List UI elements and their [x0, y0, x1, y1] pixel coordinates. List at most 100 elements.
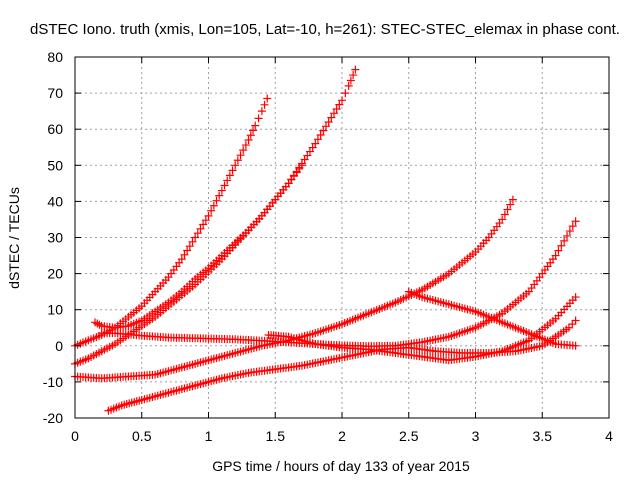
interp-point	[193, 229, 202, 238]
data-point	[508, 195, 517, 204]
interp-point	[209, 201, 218, 210]
x-tick-label: 0	[71, 428, 79, 444]
interp-point	[557, 241, 566, 250]
y-tick-label: 10	[47, 302, 63, 318]
y-tick-label: 40	[47, 193, 63, 209]
interp-point	[246, 131, 255, 140]
interp-point	[321, 122, 330, 131]
series-arc-8	[404, 287, 580, 350]
data-point	[204, 211, 213, 220]
data-point	[311, 139, 320, 148]
interp-point	[196, 224, 205, 233]
series-arc-2	[71, 65, 360, 368]
series-arc-3	[91, 161, 306, 332]
data-point	[571, 217, 580, 226]
series-arc-1	[71, 94, 272, 350]
data-point	[564, 323, 573, 332]
x-tick-label: 1	[205, 428, 213, 444]
interp-point	[225, 171, 234, 180]
interp-point	[183, 246, 192, 255]
interp-point	[233, 156, 242, 165]
interp-point	[188, 237, 197, 246]
axis-ticks: 0 0.5 1 1.5 2 2.5 3 3.5 4 -20 -10 0 10 20 30 40 50 60 70 80	[43, 49, 613, 444]
y-axis-label: dSTEC / TECUs	[6, 187, 22, 289]
interp-point	[346, 76, 355, 85]
interp-point	[568, 320, 577, 329]
y-tick-label: 50	[47, 157, 63, 173]
data-point	[324, 117, 333, 126]
interp-point	[335, 100, 344, 109]
data-point	[191, 233, 200, 242]
y-tick-label: 0	[55, 338, 63, 354]
interp-point	[319, 126, 328, 135]
interp-point	[560, 236, 569, 245]
interp-point	[316, 130, 325, 139]
data-point	[217, 186, 226, 195]
interp-point	[568, 222, 577, 231]
interp-point	[260, 100, 269, 109]
interp-point	[563, 231, 572, 240]
series-arc-7	[264, 293, 580, 365]
interp-point	[313, 135, 322, 144]
interp-point	[332, 104, 341, 113]
x-tick-label: 2	[338, 428, 346, 444]
series-arc-5	[71, 195, 517, 383]
data-point	[351, 65, 360, 74]
interp-point	[565, 227, 574, 236]
data-point	[251, 121, 260, 130]
data-point	[571, 293, 580, 302]
data-point	[244, 136, 253, 145]
interp-point	[223, 176, 232, 185]
interp-point	[212, 196, 221, 205]
interp-point	[215, 191, 224, 200]
interp-point	[341, 89, 350, 98]
interp-point	[254, 114, 263, 123]
interp-point	[500, 210, 509, 219]
interp-point	[199, 220, 208, 229]
interp-point	[327, 113, 336, 122]
data-point	[571, 341, 580, 350]
y-tick-label: 80	[47, 49, 63, 65]
data-point	[231, 161, 240, 170]
interp-point	[201, 216, 210, 225]
x-tick-label: 0.5	[132, 428, 152, 444]
x-tick-label: 4	[605, 428, 613, 444]
data-point	[263, 94, 272, 103]
data-point	[257, 107, 266, 116]
x-axis-label: GPS time / hours of day 133 of year 2015	[212, 458, 470, 474]
data-point	[498, 215, 507, 224]
interp-point	[349, 71, 358, 80]
interp-point	[506, 200, 515, 209]
interp-point	[228, 166, 237, 175]
x-tick-label: 2.5	[399, 428, 419, 444]
chart-title: dSTEC Iono. truth (xmis, Lon=105, Lat=-1…	[30, 21, 620, 38]
series-arc-6	[104, 316, 580, 415]
x-tick-label: 1.5	[266, 428, 286, 444]
interp-point	[241, 141, 250, 150]
y-tick-label: 70	[47, 85, 63, 101]
y-tick-label: -20	[43, 410, 63, 426]
data-point	[571, 316, 580, 325]
data-point	[297, 161, 306, 170]
y-tick-label: 60	[47, 121, 63, 137]
interp-point	[236, 151, 245, 160]
interp-point	[249, 126, 257, 135]
x-tick-label: 3	[472, 428, 480, 444]
grid	[75, 57, 609, 418]
interp-point	[239, 146, 248, 155]
y-tick-label: 30	[47, 230, 63, 246]
interp-point	[329, 109, 338, 118]
interp-point	[503, 205, 512, 214]
interp-point	[180, 250, 189, 259]
data-point	[551, 251, 560, 260]
y-tick-label: -10	[43, 374, 63, 390]
data-point	[344, 81, 353, 90]
x-tick-label: 3.5	[533, 428, 553, 444]
series-arc-4	[97, 217, 580, 351]
interp-point	[207, 206, 216, 215]
interp-point	[220, 181, 229, 190]
data-point	[177, 255, 186, 264]
y-tick-label: 20	[47, 266, 63, 282]
series-layer	[71, 65, 580, 415]
